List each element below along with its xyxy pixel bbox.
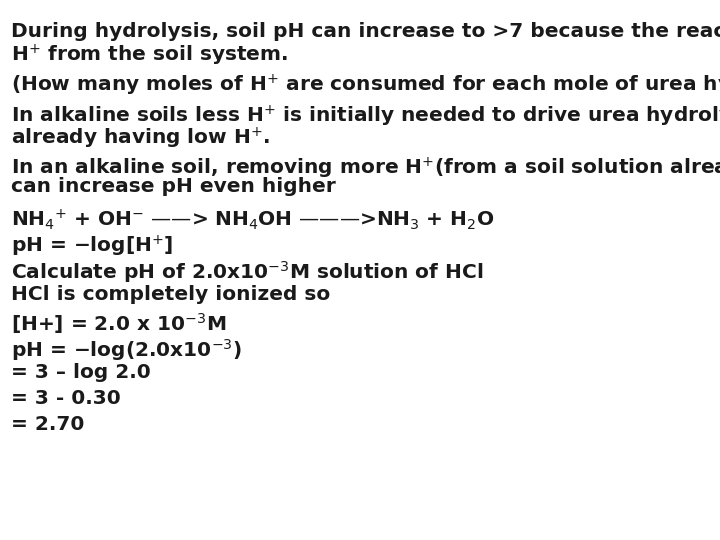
- Text: In alkaline soils less H$^{+}$ is initially needed to drive urea hydrolysis on a: In alkaline soils less H$^{+}$ is initia…: [11, 104, 720, 129]
- Text: Calculate pH of 2.0x10$^{−3}$M solution of HCl: Calculate pH of 2.0x10$^{−3}$M solution …: [11, 259, 483, 285]
- Text: already having low H$^{+}$.: already having low H$^{+}$.: [11, 125, 270, 151]
- Text: can increase pH even higher: can increase pH even higher: [11, 177, 336, 196]
- Text: In an alkaline soil, removing more H$^{+}$(from a soil solution already low in H: In an alkaline soil, removing more H$^{+…: [11, 156, 720, 181]
- Text: H$^{+}$ from the soil system.: H$^{+}$ from the soil system.: [11, 43, 288, 69]
- Text: During hydrolysis, soil pH can increase to >7 because the reaction requires: During hydrolysis, soil pH can increase …: [11, 22, 720, 40]
- Text: HCl is completely ionized so: HCl is completely ionized so: [11, 285, 330, 304]
- Text: = 2.70: = 2.70: [11, 415, 84, 434]
- Text: pH = −log(2.0x10$^{−3}$): pH = −log(2.0x10$^{−3}$): [11, 337, 242, 363]
- Text: [H+] = 2.0 x 10$^{−3}$M: [H+] = 2.0 x 10$^{−3}$M: [11, 311, 226, 336]
- Text: = 3 – log 2.0: = 3 – log 2.0: [11, 363, 150, 382]
- Text: NH$_{4}$$^{+}$ + OH$^{−}$ ——> NH$_{4}$OH ———>NH$_{3}$ + H$_{2}$O: NH$_{4}$$^{+}$ + OH$^{−}$ ——> NH$_{4}$OH…: [11, 207, 494, 232]
- Text: = 3 - 0.30: = 3 - 0.30: [11, 389, 120, 408]
- Text: (How many moles of H$^{+}$ are consumed for each mole of urea hydrolyzed?) 2: (How many moles of H$^{+}$ are consumed …: [11, 73, 720, 98]
- Text: pH = −log[H$^{+}$]: pH = −log[H$^{+}$]: [11, 233, 173, 259]
